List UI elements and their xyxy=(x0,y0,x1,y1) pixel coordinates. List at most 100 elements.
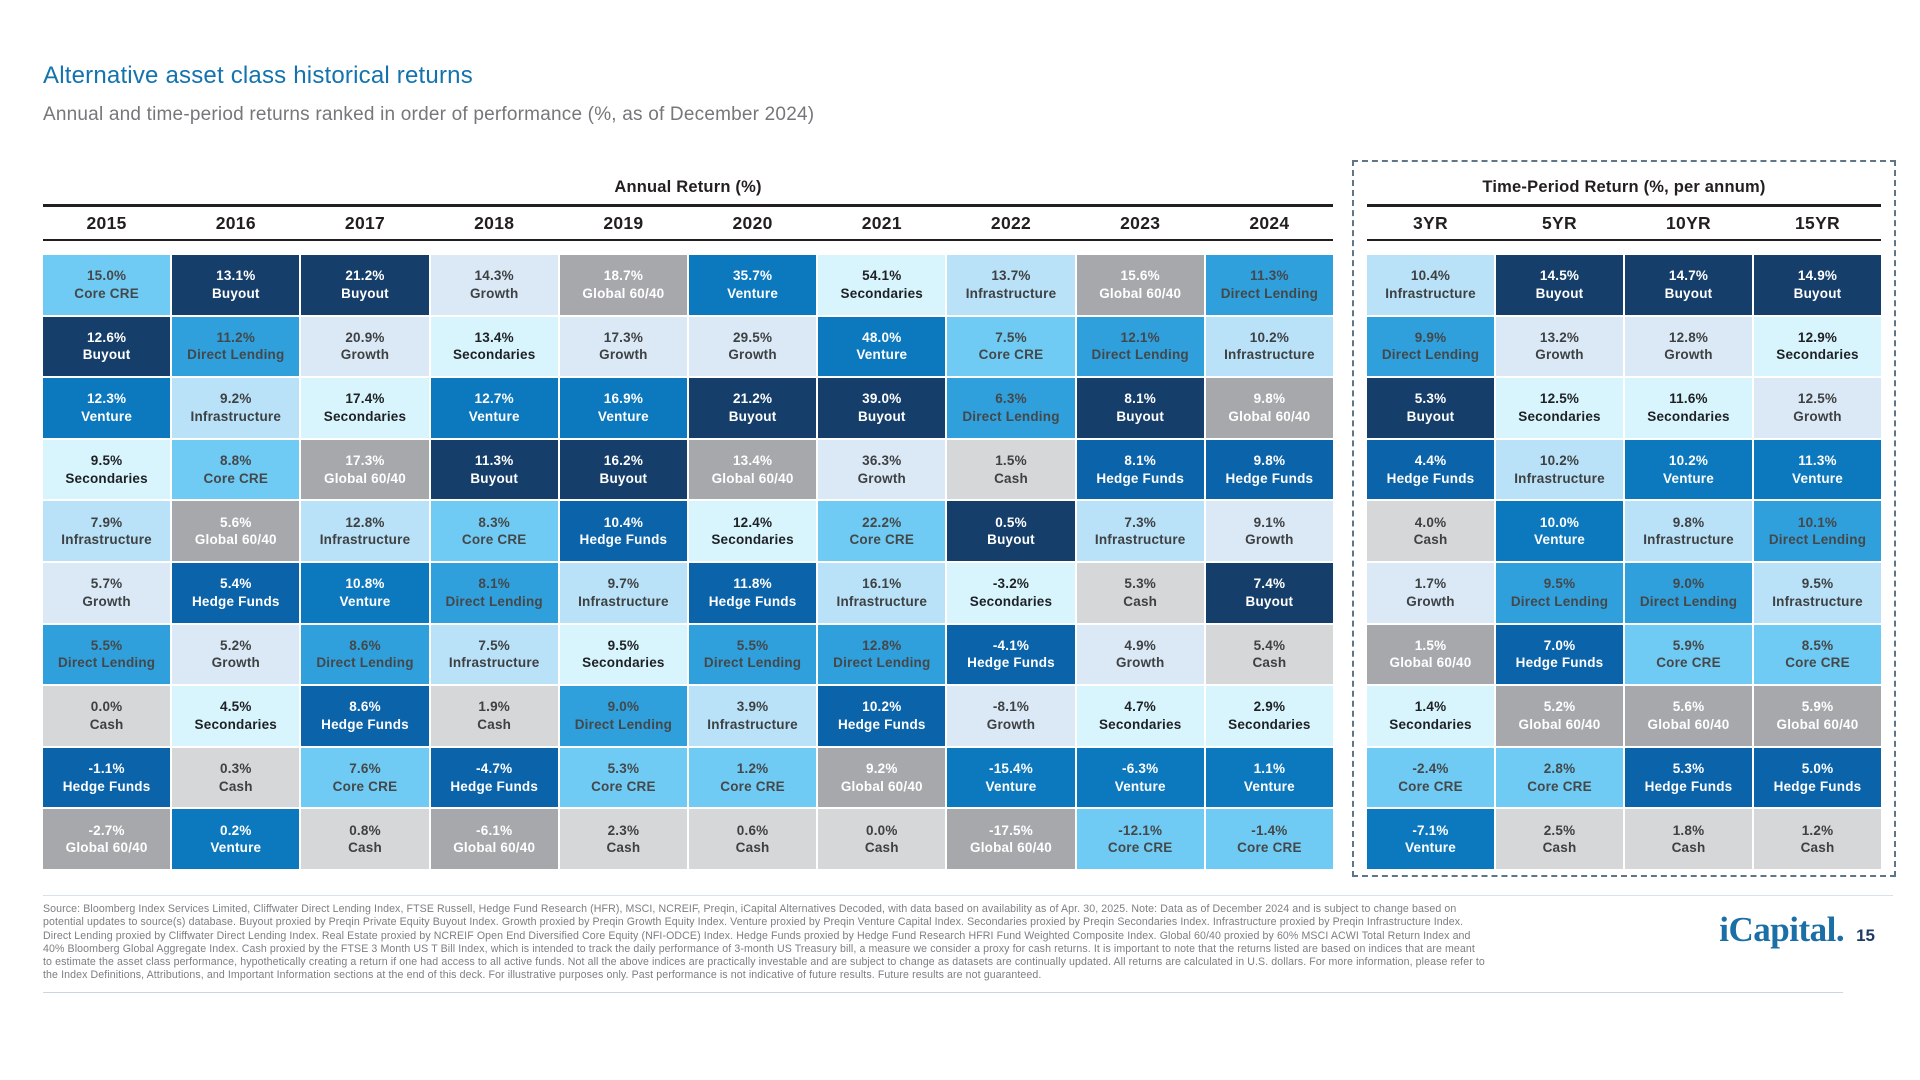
return-value: 5.5% xyxy=(90,637,123,653)
return-cell: 4.9% Growth xyxy=(1076,624,1204,685)
return-cell: 11.3% Venture xyxy=(1754,439,1881,500)
return-value: 36.3% xyxy=(862,453,902,469)
asset-class-label: Global 60/40 xyxy=(324,470,406,486)
asset-class-label: Core CRE xyxy=(1527,778,1592,794)
return-value: 7.5% xyxy=(995,329,1027,345)
return-cell: 12.8% Direct Lending xyxy=(818,624,946,685)
return-value: 9.0% xyxy=(607,699,640,715)
return-value: 9.9% xyxy=(1414,329,1447,345)
asset-class-label: Growth xyxy=(728,347,777,363)
asset-class-label: Hedge Funds xyxy=(708,593,797,609)
return-cell: 5.6% Global 60/40 xyxy=(1625,686,1752,746)
header-rule-top xyxy=(43,204,1333,207)
asset-class-label: Venture xyxy=(468,408,520,424)
return-cell: 8.1% Direct Lending xyxy=(430,562,558,623)
return-cell: 5.5% Direct Lending xyxy=(43,624,171,685)
year-header-row: 2015 2016 2017 2018 2019 2020 2021 2022 2023 2024 xyxy=(43,207,1333,239)
return-value: 11.6% xyxy=(1669,391,1708,407)
asset-class-label: Infrastructure xyxy=(836,593,928,609)
return-value: 5.6% xyxy=(1672,699,1705,715)
return-value: 5.2% xyxy=(220,637,252,653)
return-cell: 17.3% Growth xyxy=(559,316,687,377)
page-number: 15 xyxy=(1856,925,1875,945)
asset-class-label: Core CRE xyxy=(74,285,139,301)
return-value: 9.1% xyxy=(1253,514,1286,530)
column-header: 2019 xyxy=(603,213,644,233)
return-cell: -12.1% Core CRE xyxy=(1076,809,1204,869)
asset-class-label: Secondaries xyxy=(1647,408,1730,424)
return-value: 4.9% xyxy=(1124,637,1156,653)
return-value: 1.9% xyxy=(478,699,510,715)
return-value: 10.2% xyxy=(1249,329,1290,345)
return-value: 21.2% xyxy=(732,391,773,407)
asset-class-label: Global 60/40 xyxy=(1228,408,1311,424)
return-value: 18.7% xyxy=(603,268,644,284)
asset-class-label: Venture xyxy=(856,347,908,363)
return-value: -7.1% xyxy=(1412,822,1449,838)
return-cell: 12.5% Growth xyxy=(1754,378,1881,438)
return-value: 0.0% xyxy=(90,699,123,715)
return-value: 11.3% xyxy=(1250,268,1289,284)
asset-class-label: Buyout xyxy=(1793,285,1842,301)
asset-class-label: Secondaries xyxy=(1518,408,1601,424)
return-cell: 10.2% Infrastructure xyxy=(1496,439,1623,500)
return-cell: 11.8% Hedge Funds xyxy=(688,562,817,623)
asset-class-label: Secondaries xyxy=(582,655,665,671)
return-cell: 10.0% Venture xyxy=(1496,501,1623,561)
return-value: 4.0% xyxy=(1414,514,1447,530)
return-value: 7.0% xyxy=(1543,637,1576,653)
column-header: 2022 xyxy=(990,213,1032,233)
return-cell: 29.5% Growth xyxy=(688,316,817,377)
asset-class-label: Venture xyxy=(727,285,779,301)
return-value: 12.4% xyxy=(732,514,773,530)
asset-class-label: Infrastructure xyxy=(1224,347,1315,363)
footer-line: the Index Definitions, Attributions, and… xyxy=(43,969,1042,982)
return-cell: 6.3% Direct Lending xyxy=(947,378,1075,438)
return-cell: -3.2% Secondaries xyxy=(947,562,1075,623)
return-cell: -2.7% Global 60/40 xyxy=(43,809,171,869)
page-title: Alternative asset class historical retur… xyxy=(43,62,473,89)
return-cell: 5.0% Hedge Funds xyxy=(1754,747,1881,808)
return-cell: 9.5% Direct Lending xyxy=(1496,562,1623,623)
return-cell: 11.6% Secondaries xyxy=(1625,378,1752,438)
annual-return-table: Annual Return (%) 2015 2016 2017 2018 2019 20… xyxy=(43,176,1333,869)
return-value: 8.6% xyxy=(349,637,381,653)
asset-class-label: Venture xyxy=(1663,470,1714,486)
return-value: 15.0% xyxy=(86,268,127,284)
asset-class-label: Hedge Funds xyxy=(1225,470,1314,486)
return-cell: 16.2% Buyout xyxy=(559,439,687,500)
footer: Source: Bloomberg Index Services Limited… xyxy=(43,894,1893,993)
return-value: 9.8% xyxy=(1253,391,1286,407)
return-cell: -2.4% Core CRE xyxy=(1367,747,1494,808)
return-value: 12.8% xyxy=(345,514,385,530)
return-cell: 10.1% Direct Lending xyxy=(1754,501,1881,561)
return-cell: -15.4% Venture xyxy=(947,747,1075,808)
asset-class-label: Buyout xyxy=(470,470,519,486)
return-cell: 12.4% Secondaries xyxy=(688,501,817,561)
asset-class-label: Core CRE xyxy=(332,778,398,794)
return-value: -6.1% xyxy=(476,822,513,838)
asset-class-label: Secondaries xyxy=(1389,716,1472,732)
return-cell: 9.8% Hedge Funds xyxy=(1205,439,1333,500)
return-cell: 35.7% Venture xyxy=(688,255,817,315)
return-value: 0.6% xyxy=(736,822,769,838)
footer-line: to estimate the asset class performance,… xyxy=(43,956,1485,969)
return-value: 9.5% xyxy=(1801,576,1834,592)
return-value: 11.3% xyxy=(474,453,514,469)
return-value: 0.3% xyxy=(220,761,252,776)
return-value: 13.1% xyxy=(216,268,256,284)
return-cell: 1.4% Secondaries xyxy=(1367,686,1494,746)
asset-class-label: Hedge Funds xyxy=(579,532,668,548)
return-cell: 18.7% Global 60/40 xyxy=(559,255,687,315)
return-cell: 10.2% Infrastructure xyxy=(1205,316,1333,377)
return-value: 7.9% xyxy=(90,514,123,530)
return-value: 12.3% xyxy=(86,391,127,407)
asset-class-label: Direct Lending xyxy=(445,593,543,609)
return-value: 15.6% xyxy=(1120,268,1160,284)
asset-class-label: Secondaries xyxy=(840,285,924,301)
asset-class-label: Core CRE xyxy=(720,778,785,794)
return-cell: 48.0% Venture xyxy=(818,316,946,377)
return-cell: 11.3% Buyout xyxy=(430,439,558,500)
asset-class-label: Hedge Funds xyxy=(62,778,151,794)
return-cell: 5.4% Cash xyxy=(1205,624,1333,685)
